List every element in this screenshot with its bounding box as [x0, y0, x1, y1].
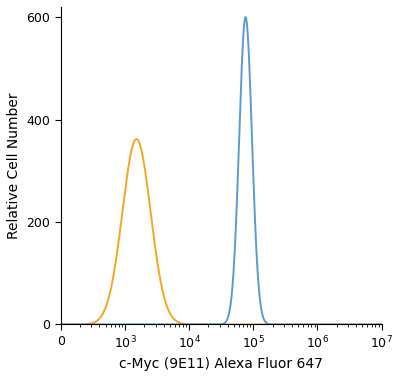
- Y-axis label: Relative Cell Number: Relative Cell Number: [7, 92, 21, 239]
- X-axis label: c-Myc (9E11) Alexa Fluor 647: c-Myc (9E11) Alexa Fluor 647: [119, 357, 323, 371]
